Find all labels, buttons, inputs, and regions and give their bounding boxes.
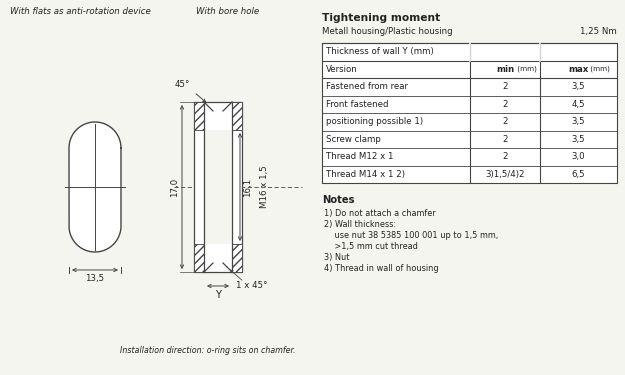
Text: Fastened from rear: Fastened from rear [326, 82, 408, 91]
Text: With flats as anti-rotation device: With flats as anti-rotation device [10, 7, 151, 16]
Text: Y: Y [215, 290, 221, 300]
Text: With bore hole: With bore hole [196, 7, 259, 16]
Polygon shape [69, 122, 121, 252]
Text: Tightening moment: Tightening moment [322, 13, 440, 23]
Text: 2: 2 [503, 100, 508, 109]
Text: Notes: Notes [322, 195, 354, 205]
Bar [194, 244, 204, 272]
Text: 3)1,5/4)2: 3)1,5/4)2 [485, 170, 525, 179]
Text: Installation direction: o-ring sits on chamfer.: Installation direction: o-ring sits on c… [120, 346, 296, 355]
Text: 4,5: 4,5 [572, 100, 585, 109]
Bar [232, 244, 242, 272]
Text: max: max [568, 65, 589, 74]
Text: Thread M14 x 1 2): Thread M14 x 1 2) [326, 170, 405, 179]
Text: 2: 2 [503, 117, 508, 126]
Text: Screw clamp: Screw clamp [326, 135, 381, 144]
Text: 1) Do not attach a chamfer: 1) Do not attach a chamfer [324, 209, 436, 218]
Text: 2: 2 [503, 135, 508, 144]
Text: 1,25 Nm: 1,25 Nm [580, 27, 617, 36]
Text: 3,5: 3,5 [572, 82, 585, 91]
Text: Metall housing/Plastic housing: Metall housing/Plastic housing [322, 27, 452, 36]
Text: 16,1: 16,1 [243, 177, 252, 197]
Text: 1 x 45°: 1 x 45° [236, 282, 268, 291]
Text: 6,5: 6,5 [572, 170, 585, 179]
Bar [194, 102, 204, 130]
Text: 2) Wall thickness:: 2) Wall thickness: [324, 220, 396, 229]
Text: positioning possible 1): positioning possible 1) [326, 117, 423, 126]
Bar [204, 130, 232, 244]
Text: Thread M12 x 1: Thread M12 x 1 [326, 152, 394, 161]
Text: use nut 38 5385 100 001 up to 1,5 mm,: use nut 38 5385 100 001 up to 1,5 mm, [324, 231, 498, 240]
Text: 3,5: 3,5 [572, 117, 585, 126]
Text: Thickness of wall Y (mm): Thickness of wall Y (mm) [326, 47, 434, 56]
Bar [232, 102, 242, 130]
Text: (mm): (mm) [515, 66, 537, 72]
Bar [194, 102, 242, 272]
Text: min: min [496, 65, 514, 74]
Text: 3) Nut: 3) Nut [324, 253, 349, 262]
Text: 17,0: 17,0 [170, 177, 179, 197]
Text: Version: Version [326, 65, 357, 74]
Text: (mm): (mm) [589, 66, 611, 72]
Text: 13,5: 13,5 [86, 274, 104, 283]
Text: Front fastened: Front fastened [326, 100, 389, 109]
Text: >1,5 mm cut thread: >1,5 mm cut thread [324, 242, 418, 251]
Text: 4) Thread in wall of housing: 4) Thread in wall of housing [324, 264, 439, 273]
Bar [322, 43, 617, 183]
Text: 2: 2 [503, 82, 508, 91]
Text: 3,0: 3,0 [572, 152, 585, 161]
Text: 45°: 45° [174, 80, 190, 89]
Text: 2: 2 [503, 152, 508, 161]
Text: M16 x 1,5: M16 x 1,5 [259, 166, 269, 208]
Text: 3,5: 3,5 [572, 135, 585, 144]
